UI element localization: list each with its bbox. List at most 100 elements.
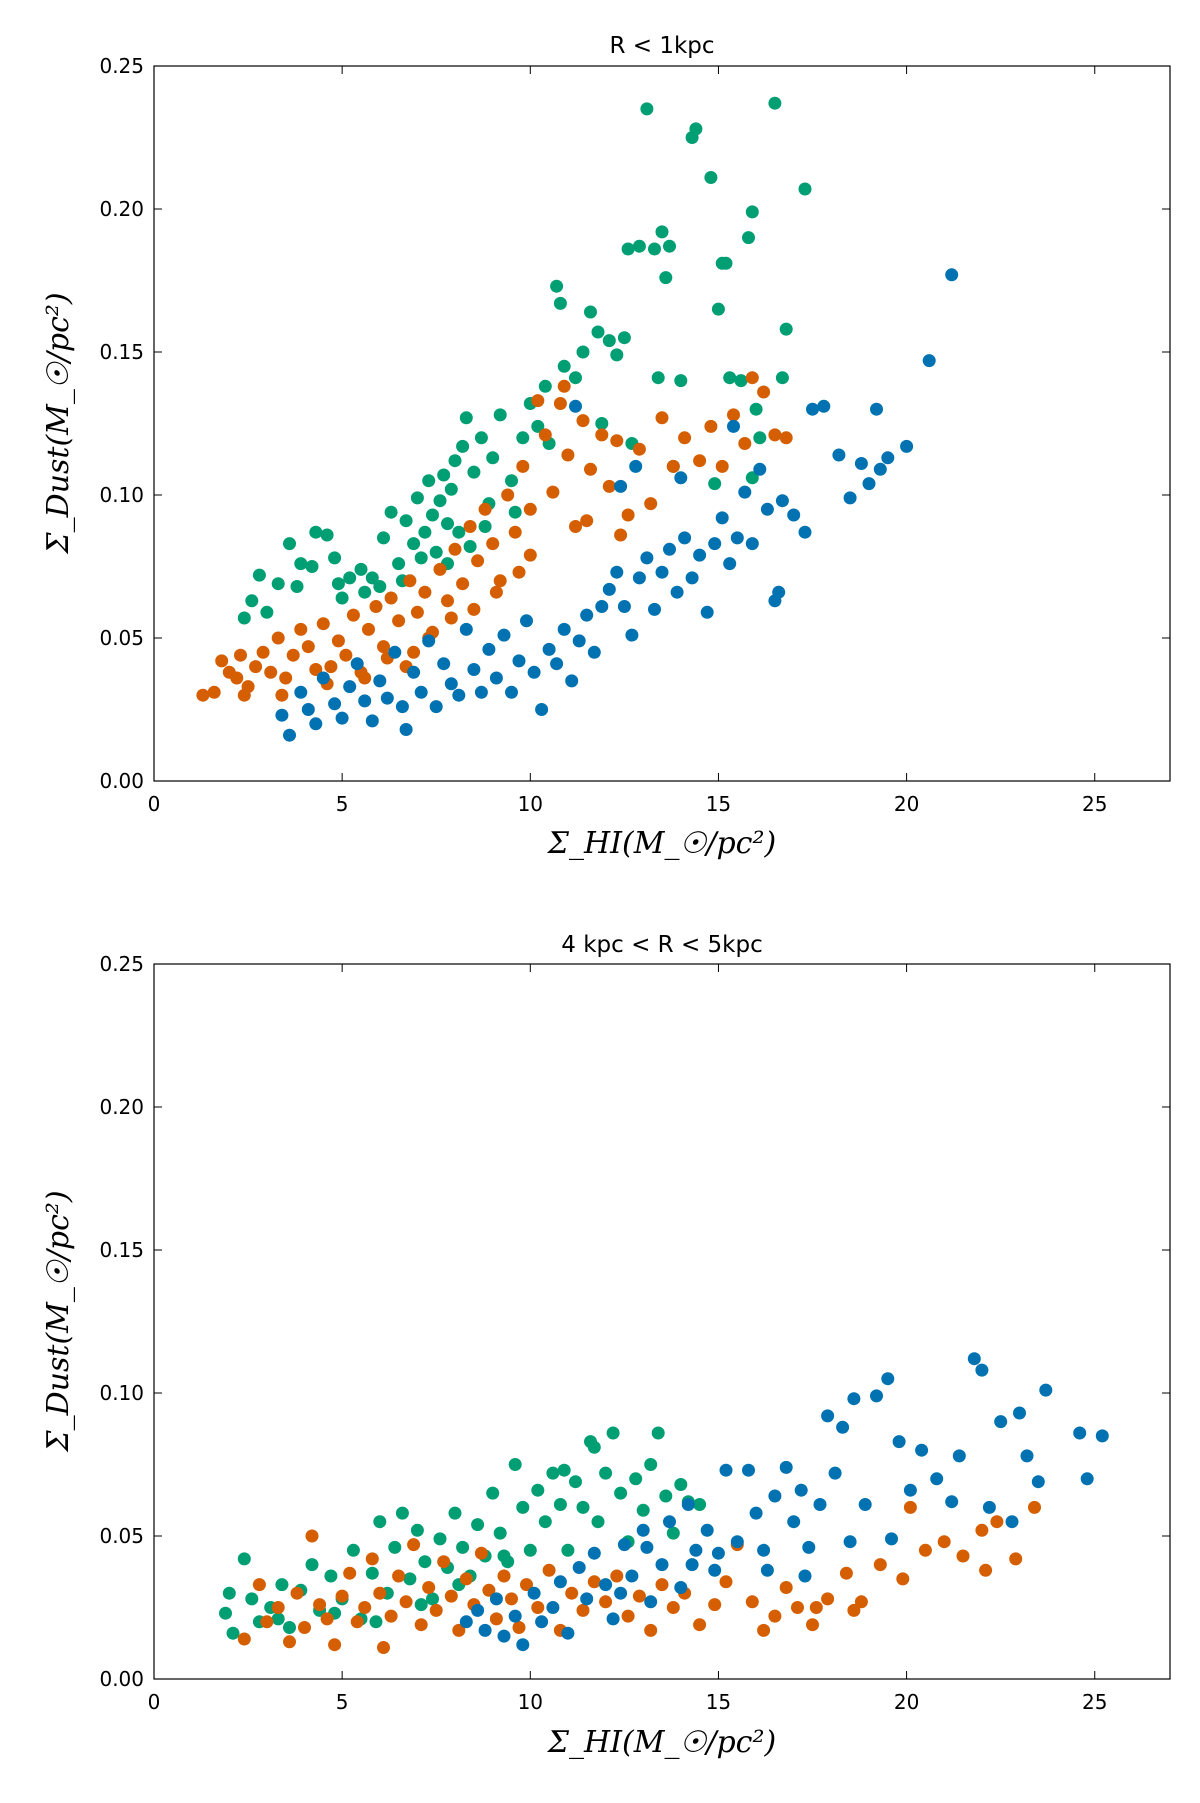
data-point-green <box>516 431 530 445</box>
data-point-green <box>331 577 345 591</box>
data-point-blue <box>629 459 643 473</box>
data-point-green <box>237 1552 251 1566</box>
data-point-green <box>283 537 296 551</box>
data-point-green <box>437 468 451 482</box>
data-point-blue <box>715 511 729 525</box>
data-point-blue <box>520 614 533 628</box>
y-tick-label: 0.00 <box>99 1667 144 1691</box>
data-point-blue <box>693 548 707 562</box>
data-point-green <box>486 1486 500 1500</box>
data-point-orange <box>531 394 545 408</box>
y-tick-label: 0.00 <box>99 769 144 793</box>
data-point-orange <box>561 448 575 462</box>
data-point-blue <box>685 1558 699 1572</box>
data-point-blue <box>1080 1472 1094 1486</box>
data-point-green <box>219 1606 232 1620</box>
data-point-orange <box>474 1546 488 1560</box>
data-point-orange <box>523 502 537 516</box>
data-point-blue <box>900 439 914 453</box>
data-point-blue <box>395 700 409 714</box>
data-point-green <box>388 1540 402 1554</box>
data-point-green <box>418 525 432 539</box>
data-point-blue <box>429 700 443 714</box>
data-point-orange <box>768 428 782 442</box>
data-point-green <box>486 451 500 465</box>
data-point-orange <box>745 1595 759 1609</box>
data-point-green <box>320 528 334 542</box>
data-point-orange <box>301 640 315 654</box>
data-point-green <box>602 334 616 348</box>
data-point-green <box>569 371 582 385</box>
data-point-green <box>358 585 372 599</box>
data-point-green <box>584 305 597 319</box>
data-point-blue <box>858 1498 872 1511</box>
data-point-green <box>410 1523 424 1537</box>
data-point-orange <box>362 622 375 636</box>
data-point-orange <box>486 537 500 551</box>
y-tick-label: 0.10 <box>99 483 144 507</box>
data-point-orange <box>779 1581 793 1594</box>
data-point-orange <box>346 608 360 622</box>
data-point-green <box>610 348 624 362</box>
data-point-blue <box>817 399 831 413</box>
data-point-blue <box>862 477 876 491</box>
data-point-orange <box>903 1500 917 1514</box>
data-point-blue <box>881 1372 895 1386</box>
data-point-green <box>704 171 718 184</box>
data-point-blue <box>708 1563 722 1577</box>
data-point-blue <box>614 479 628 493</box>
data-point-blue <box>798 1569 812 1583</box>
data-point-green <box>456 1540 470 1554</box>
data-point-orange <box>316 617 330 631</box>
data-point-green <box>478 520 492 533</box>
data-point-blue <box>768 1489 782 1503</box>
data-point-orange <box>553 397 567 410</box>
x-tick-label: 20 <box>894 1690 919 1714</box>
y-axis-label-bottom: Σ_Dust(M_☉/pc²) <box>41 1190 76 1452</box>
data-point-blue <box>459 622 473 636</box>
data-point-orange <box>365 1552 379 1566</box>
data-point-green <box>403 1572 417 1586</box>
data-point-green <box>779 322 793 336</box>
data-point-blue <box>399 723 413 736</box>
data-point-orange <box>290 1586 304 1600</box>
data-point-orange <box>252 1578 266 1592</box>
data-point-green <box>591 1515 605 1529</box>
data-point-blue <box>832 448 846 462</box>
data-point-green <box>768 96 782 110</box>
data-points-bottom <box>219 1352 1109 1654</box>
data-point-orange <box>975 1523 989 1537</box>
data-point-green <box>497 1549 511 1563</box>
data-point-orange <box>414 1618 428 1632</box>
data-point-orange <box>249 660 263 674</box>
data-point-orange <box>693 454 707 468</box>
data-point-blue <box>945 268 959 282</box>
data-point-green <box>463 540 477 553</box>
data-point-blue <box>625 1569 639 1583</box>
data-point-orange <box>441 594 454 608</box>
data-point-green <box>617 331 631 345</box>
data-point-orange <box>358 671 372 685</box>
data-point-blue <box>595 600 609 613</box>
data-point-blue <box>892 1435 906 1449</box>
data-point-green <box>433 494 447 508</box>
data-point-blue <box>617 1538 631 1552</box>
data-point-orange <box>328 1638 342 1652</box>
data-point-blue <box>640 551 654 565</box>
data-point-orange <box>399 1595 413 1609</box>
data-point-orange <box>847 1603 861 1617</box>
data-point-green <box>753 431 767 445</box>
data-point-green <box>538 379 552 393</box>
data-point-green <box>290 580 304 593</box>
data-point-orange <box>505 1592 518 1606</box>
data-point-orange <box>542 1563 556 1577</box>
data-point-green <box>426 1592 439 1606</box>
chart-title-bottom: 4 kpc < R < 5kpc <box>561 932 762 958</box>
data-point-green <box>354 562 368 576</box>
data-point-orange <box>896 1572 910 1586</box>
data-point-orange <box>237 688 251 702</box>
data-point-blue <box>535 1615 549 1629</box>
data-point-orange <box>433 562 447 576</box>
data-point-orange <box>508 525 522 539</box>
